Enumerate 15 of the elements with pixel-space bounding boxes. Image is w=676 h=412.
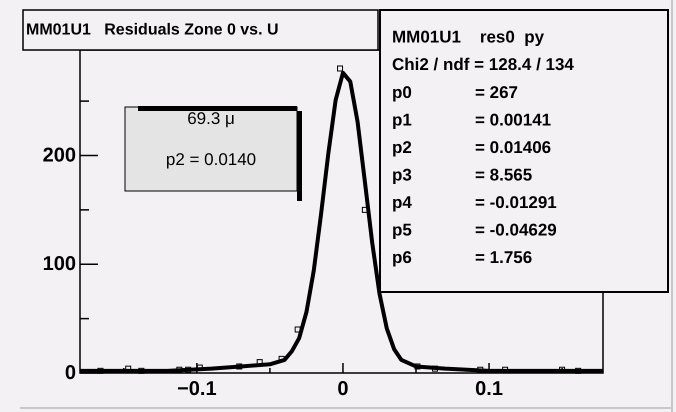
annotation: 69.3 μ — [187, 109, 235, 128]
point — [337, 65, 344, 72]
point — [236, 363, 242, 370]
y-tick-label: 0 — [64, 362, 76, 384]
stats-box: MM01U1 res0 py Chi2 / ndf = 128.4 / 134 p0 = 267 p1 = 0.00141 p2 = 0.01406 p3 = 8.565 p4 = -0.01291 p5 = -0.04629 p6 = 1.756 — [379, 9, 669, 293]
chart-title: MM01U1 Residuals Zone 0 vs. U — [26, 22, 279, 38]
point — [185, 366, 192, 373]
x-tick-label: 0.1 — [475, 378, 503, 400]
x-tick-label: 0 — [337, 378, 349, 400]
annotation: Chi2 / ndf = 128.4 / 134 — [392, 55, 574, 74]
y-tick-label: 100 — [42, 253, 76, 276]
x-tick-label: −0.1 — [177, 378, 217, 400]
point — [294, 326, 301, 332]
y-tick-label: 200 — [42, 144, 76, 166]
annotation: p2 = 0.0140 — [166, 150, 256, 169]
